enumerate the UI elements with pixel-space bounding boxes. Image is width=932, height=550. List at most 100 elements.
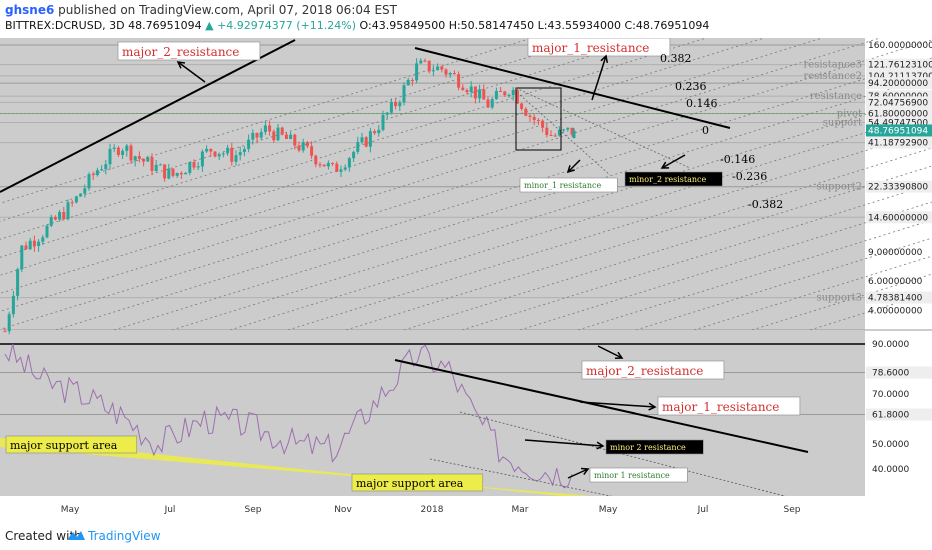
rsi-tick: 40.0000 [872,465,909,475]
candle-body [398,102,402,107]
candle-body [7,314,11,332]
candle-body [310,146,314,156]
major-1-trendline[interactable] [414,47,731,129]
fib-fan-line [0,38,591,222]
candle-body [129,145,133,161]
rsi-minor-2-label: minor 2 resistance [610,443,686,452]
candle-body [528,115,532,117]
tradingview-logo-icon[interactable] [66,528,86,542]
candle-body [436,66,440,71]
candle-body [104,164,108,170]
fib-fan-line [0,38,649,240]
candles-layer [3,58,576,335]
candle-body [171,168,175,176]
time-axis[interactable]: May Jul Sep Nov 2018 Mar May Jul Sep [61,505,801,515]
candle-body [58,212,62,220]
candle-body [490,99,494,108]
candle-body [238,152,242,156]
price-minor-1-label-box [519,177,618,193]
candle-body [213,151,217,157]
publish-line: ghsne6 published on TradingView.com, Apr… [5,3,397,17]
published-text: published on TradingView.com, April 07, … [58,3,397,17]
candle-body [385,112,389,115]
username-link[interactable]: ghsne6 [5,3,55,17]
candle-body [268,125,272,132]
fib-label: -0.382 [748,198,783,211]
candle-body [406,80,410,86]
price-minor-2-label-box [624,171,723,187]
candle-body [53,217,57,220]
price-change: +4.92974377 (+11.24%) [217,19,357,32]
ohlc-values: O:43.95849500 H:50.58147450 L:43.5593400… [359,19,710,32]
price-tick: 41.18792900 [868,139,928,149]
candle-body [16,269,20,296]
candle-body [108,148,112,165]
candle-body [293,134,297,146]
time-tick: May [61,505,80,515]
rsi-support-label-left: major support area [10,439,118,452]
candle-body [70,202,74,204]
price-axis[interactable]: 160.00000000 121.76123100104.2111370094.2… [866,41,932,316]
candle-body [32,240,36,247]
price-tick-bg [866,180,932,193]
candle-body [226,147,230,154]
price-tick-bg [866,96,932,109]
candle-body [66,202,70,220]
fib-fan-line [0,38,707,258]
price-minor-1-label: minor_1 resistance [524,181,602,190]
rsi-axis[interactable]: 90.0000 78.6000 70.0000 61.8000 50.0000 40.00… [866,340,932,475]
candle-body [373,131,377,134]
candle-body [154,164,158,171]
candle-body [444,69,448,75]
rsi-minor-1-arrow [567,468,589,479]
price-tick-bg [866,77,932,90]
horizontal-levels: resistance3resistance2resistancepivotsup… [0,44,865,415]
fib-fan-line [0,38,533,204]
time-tick: May [599,505,618,515]
candle-body [112,147,116,149]
candle-body [146,157,150,162]
time-tick: 2018 [421,505,444,515]
price-tick: 104.21113700 [868,72,932,82]
candle-body [37,241,41,247]
price-minor-2-label: minor_2 resistance [629,175,707,184]
fib-label: 0.146 [686,97,718,110]
candle-body [318,164,322,166]
candle-body [188,162,192,173]
candle-body [20,245,24,270]
candle-body [524,108,528,116]
price-tick: 61.80000000 [868,109,928,119]
major-2-trendline[interactable] [0,39,296,193]
chart-header: ghsne6 published on TradingView.com, Apr… [0,0,932,38]
candle-body [230,147,234,162]
tradingview-brand-link[interactable]: TradingView [88,529,161,543]
candle-body [339,169,343,172]
rsi-minor-1-arrow-head [580,467,590,476]
candle-body [305,142,309,147]
price-tick-bg [866,58,932,71]
candle-body [263,125,267,133]
fib-fan-line [0,38,765,276]
last-price-tag-text: 48.76951094 [868,126,928,136]
price-major-1-label-box [527,38,671,57]
symbol-line: BITTREX:DCRUSD, 3D 48.76951094 ▲ +4.9297… [5,19,709,32]
candle-body [427,60,431,72]
candle-body [515,89,519,104]
candle-body [272,131,276,141]
rsi-major-1-label: major_1_resistance [662,400,779,414]
fib-label: 0 [702,124,709,137]
rsi-tick: 90.0000 [872,340,909,350]
candle-body [335,163,339,172]
candle-body [566,127,570,130]
candle-body [83,188,87,194]
price-major-1-arrow [591,55,607,101]
candle-body [486,99,490,108]
up-arrow-icon: ▲ [205,19,214,32]
candle-body [74,196,78,203]
rsi-major-1-trendline[interactable] [394,359,809,453]
candle-body [419,60,423,64]
level-label: resistance [810,91,862,102]
candle-body [520,103,524,109]
candle-body [137,156,141,159]
chart-area[interactable]: resistance3resistance2resistancepivotsup… [0,38,932,522]
